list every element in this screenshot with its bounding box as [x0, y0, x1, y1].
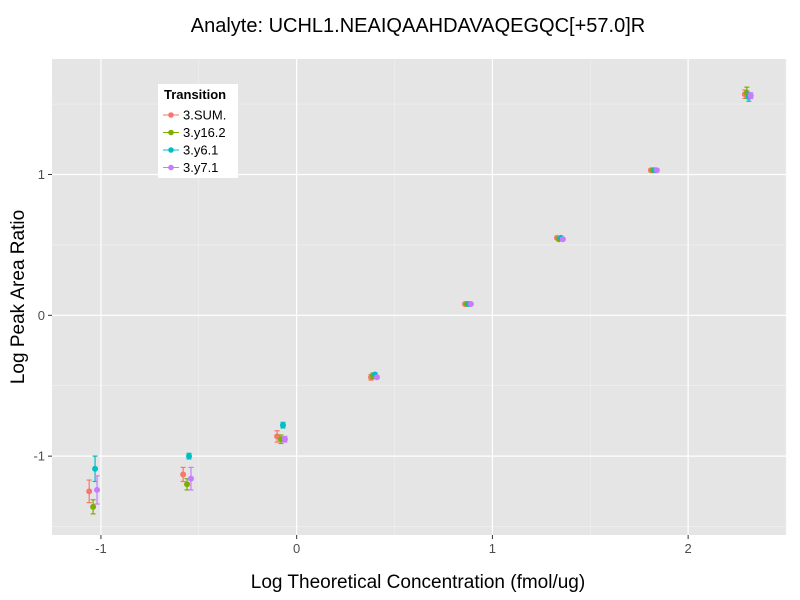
data-point — [747, 92, 754, 99]
series-3 — [94, 92, 754, 505]
y-tick-label: 0 — [38, 308, 45, 323]
x-tick-label: 2 — [685, 541, 692, 556]
x-tick-label: 1 — [489, 541, 496, 556]
data-point — [184, 481, 191, 488]
data-point — [653, 167, 660, 174]
data-point — [467, 301, 474, 308]
legend: Transition 3.SUM. 3.y16.2 3.y6.1 3.y7.1 — [158, 84, 238, 178]
legend-item: 3.y16.2 — [163, 125, 226, 140]
axes-layer: -1 0 1 2 -1 0 1 — [33, 167, 691, 556]
data-point — [373, 374, 380, 381]
legend-label: 3.y7.1 — [183, 160, 218, 175]
legend-key-point — [168, 129, 174, 136]
y-tick-label: -1 — [33, 449, 45, 464]
legend-items: 3.SUM. 3.y16.2 3.y6.1 3.y7.1 — [163, 108, 226, 175]
legend-item: 3.y7.1 — [163, 160, 218, 175]
x-axis-title: Log Theoretical Concentration (fmol/ug) — [251, 572, 585, 593]
data-point — [180, 471, 187, 478]
data-point — [92, 465, 99, 472]
data-layer — [86, 86, 754, 515]
y-axis-title: Log Peak Area Ratio — [8, 210, 29, 384]
data-point — [186, 453, 193, 460]
x-tick-label: 0 — [293, 541, 300, 556]
legend-item: 3.SUM. — [163, 108, 226, 123]
data-point — [187, 475, 194, 482]
data-point — [559, 236, 566, 243]
data-point — [281, 436, 288, 443]
legend-label: 3.SUM. — [183, 108, 226, 123]
data-point — [90, 503, 97, 510]
legend-key-point — [168, 147, 174, 153]
x-tick-label: -1 — [95, 541, 107, 556]
legend-key-point — [168, 112, 174, 118]
legend-label: 3.y6.1 — [183, 143, 218, 158]
legend-item: 3.y6.1 — [163, 143, 218, 158]
legend-label: 3.y16.2 — [183, 125, 226, 140]
legend-key-point — [168, 164, 174, 171]
legend-title: Transition — [164, 87, 226, 102]
data-point — [279, 422, 286, 429]
data-point — [86, 488, 93, 495]
data-point — [94, 486, 101, 493]
chart-title: Analyte: UCHL1.NEAIQAAHDAVAQEGQC[+57.0]R — [191, 15, 645, 37]
y-tick-label: 1 — [38, 167, 45, 182]
